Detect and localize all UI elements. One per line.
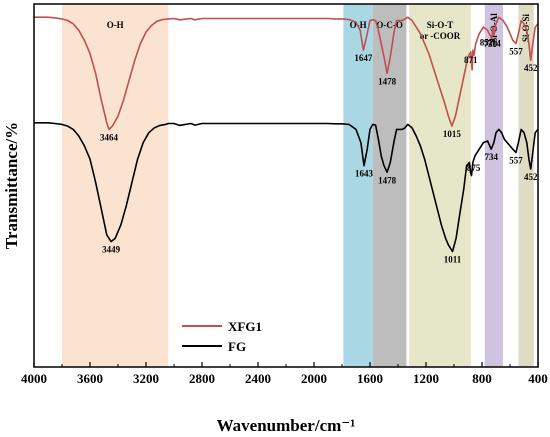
peak-label-557: 557 [509, 47, 523, 57]
peak-label-3449: 3449 [102, 245, 121, 255]
band-label-4: Si-O-Al [489, 13, 499, 43]
x-tick-label-400: 400 [528, 371, 548, 386]
peak-label-734: 734 [484, 152, 498, 162]
peak-label-875: 875 [467, 163, 481, 173]
spectra-lines [34, 16, 539, 253]
band-5 [518, 4, 534, 367]
series-line-fg [34, 122, 539, 253]
band-label-3: Si-O-T or -COOR [420, 20, 461, 41]
band-3 [409, 4, 471, 367]
legend: XFG1 FG [182, 319, 262, 354]
x-tick-label-2000: 2000 [301, 371, 327, 386]
band-1 [343, 4, 373, 367]
peak-label-557: 557 [509, 156, 523, 166]
series-line-xfg1 [34, 16, 539, 131]
x-tick-label-2400: 2400 [245, 371, 271, 386]
x-tick-label-3200: 3200 [133, 371, 159, 386]
peak-label-857: 857 [480, 38, 494, 48]
peak-label-452: 452 [524, 172, 538, 182]
band-label-0: O-H [107, 20, 124, 30]
band-0 [62, 4, 169, 367]
x-tick-label-800: 800 [472, 371, 492, 386]
legend-label-fg: FG [228, 339, 246, 354]
peak-label-714: 714 [487, 38, 501, 48]
peak-labels: 3464164714788718577307145574523449164314… [100, 38, 538, 265]
peak-label-1647: 1647 [354, 53, 373, 63]
x-tick-label-4000: 4000 [21, 371, 47, 386]
y-axis-title: Transmittance/% [2, 122, 21, 249]
peak-label-1478: 1478 [378, 175, 397, 185]
x-tick-label-3600: 3600 [77, 371, 103, 386]
absorption-bands: O-H O-H O-C-O Si-O-T or -COOR Si-O-Al Si-O-Si [62, 4, 534, 367]
x-tick-label-1200: 1200 [413, 371, 439, 386]
peak-label-1011: 1011 [444, 255, 462, 265]
peak-label-452: 452 [524, 63, 538, 73]
peak-label-1478: 1478 [378, 76, 397, 86]
band-label-2: O-C-O [376, 20, 403, 30]
x-axis-ticks: 4000 3600 3200 2800 2400 2000 1600 1200 800 400 [21, 362, 548, 386]
legend-label-xfg1: XFG1 [228, 319, 262, 334]
peak-label-871: 871 [464, 55, 478, 65]
peak-label-730: 730 [484, 39, 498, 49]
peak-label-3464: 3464 [100, 132, 119, 142]
x-tick-label-2800: 2800 [189, 371, 215, 386]
peak-label-1643: 1643 [355, 169, 374, 179]
x-tick-label-1600: 1600 [357, 371, 383, 386]
peak-label-1015: 1015 [443, 129, 462, 139]
band-4 [484, 4, 503, 367]
x-axis-title: Wavenumber/cm⁻¹ [217, 416, 356, 435]
